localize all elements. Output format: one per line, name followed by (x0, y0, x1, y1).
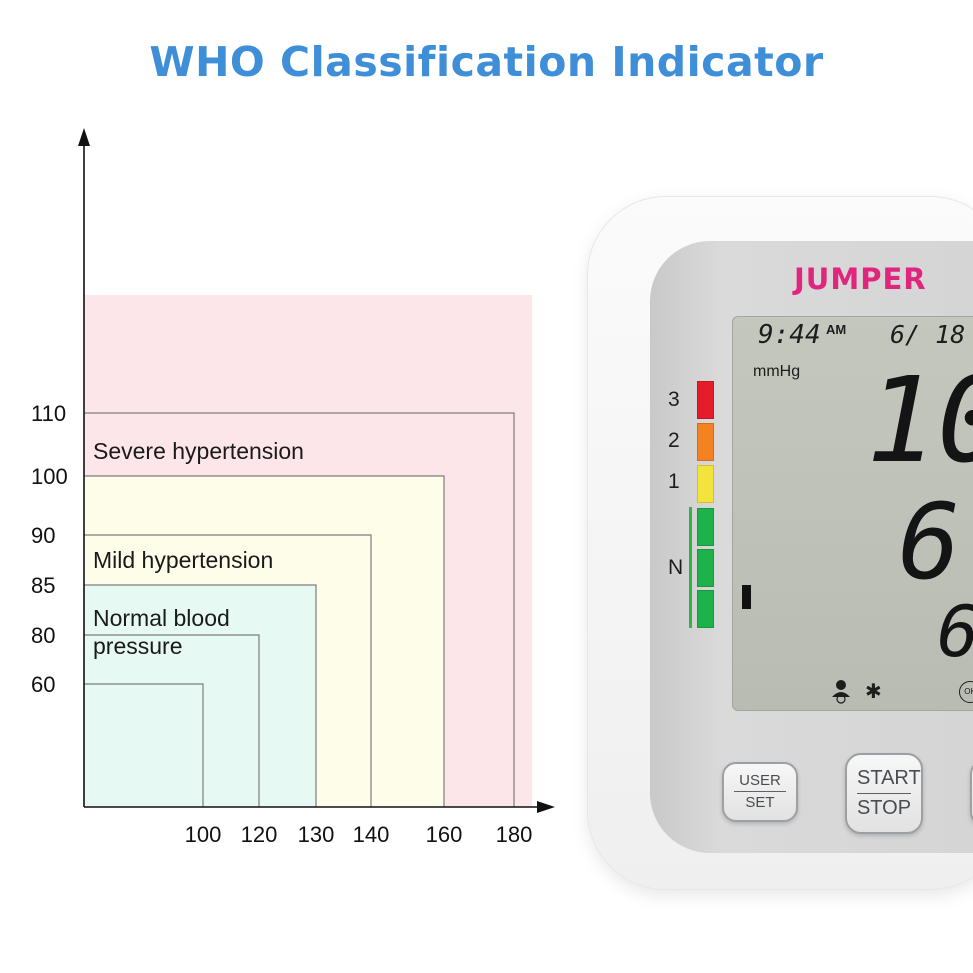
lcd-unit: mmHg (753, 363, 801, 380)
boundary-line-160-100 (84, 475, 445, 807)
user-icon (832, 680, 850, 704)
boundary-line-130-85 (84, 584, 317, 807)
y-tick-label: 80 (31, 623, 55, 648)
label-mild-hypertension: Mild hypertension (93, 547, 273, 573)
lcd-pulse: 6 (937, 597, 973, 667)
brand-logo: JUMPER (794, 262, 927, 296)
lcd-diastolic: 6 (898, 481, 961, 603)
label-normal-blood-pressure: Normal blood pressure (93, 605, 230, 659)
x-tick-label: 100 (185, 822, 222, 847)
y-axis-arrow (78, 128, 90, 146)
lcd-level-pointer (742, 585, 751, 609)
y-tick-label: 100 (31, 464, 68, 489)
boundary-line-100-60 (84, 683, 204, 807)
set-label: SET (745, 794, 775, 811)
level-label-n: N (668, 556, 684, 579)
lcd-ampm: AM (826, 322, 847, 337)
user-set-button[interactable]: USER SET (722, 762, 798, 822)
level-bar-1 (697, 465, 714, 503)
level-label-3: 3 (668, 388, 680, 411)
level-label-1: 1 (668, 470, 680, 493)
ok-indicator-icon: OK (959, 681, 973, 703)
lcd-systolic: 10 (866, 351, 973, 489)
band-normal-blood-pressure (84, 585, 316, 807)
x-axis-arrow (537, 801, 555, 813)
start-stop-button[interactable]: START STOP (845, 753, 923, 834)
normal-range-line (689, 507, 692, 628)
lcd-time: 9:44 (758, 320, 821, 350)
y-tick-label: 85 (31, 573, 55, 598)
x-tick-label: 120 (241, 822, 278, 847)
page-title: WHO Classification Indicator (149, 38, 824, 86)
y-tick-label: 110 (31, 401, 66, 426)
boundary-line-120-80 (84, 634, 260, 807)
level-label-2: 2 (668, 429, 680, 452)
x-tick-label: 160 (426, 822, 463, 847)
lcd-date: 6/ 18 (890, 320, 966, 349)
bluetooth-icon: ✱ (865, 681, 882, 703)
x-tick-label: 130 (298, 822, 335, 847)
x-tick-label: 180 (496, 822, 533, 847)
user-label: USER (734, 764, 786, 792)
level-bar-n-1 (697, 508, 714, 546)
level-bar-2 (697, 423, 714, 461)
lcd-display: 9:44 AM 6/ 18 mmHg 10 6 6 ✱ OK (732, 316, 973, 711)
y-tick-label: 90 (31, 523, 55, 548)
boundary-line-140-90 (84, 534, 372, 807)
y-tick-label: 60 (31, 672, 55, 697)
start-label: START (857, 755, 921, 794)
x-tick-label: 140 (353, 822, 390, 847)
boundary-line-180-110 (84, 412, 515, 807)
level-bar-3 (697, 381, 714, 419)
stop-label: STOP (856, 797, 912, 819)
level-bar-n-3 (697, 590, 714, 628)
label-severe-hypertension: Severe hypertension (93, 438, 304, 464)
level-bar-n-2 (697, 549, 714, 587)
